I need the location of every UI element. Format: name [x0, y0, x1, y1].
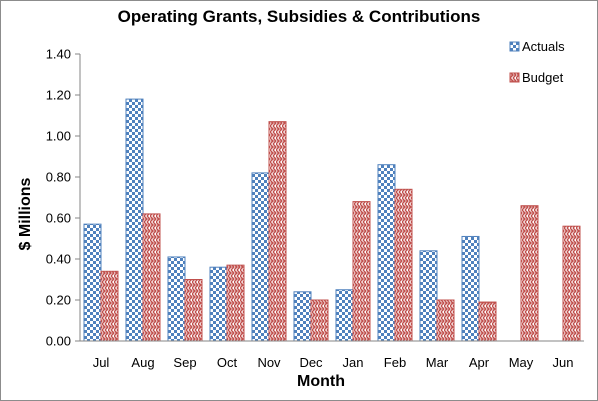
x-axis-title: Month: [297, 373, 345, 390]
y-tick-label: 1.40: [46, 47, 71, 62]
bar-budget-feb: [394, 188, 413, 342]
x-tick-label: Oct: [217, 355, 238, 370]
y-tick-label: 0.80: [46, 170, 71, 185]
bar-budget-nov: [268, 121, 287, 342]
bar-actuals-apr: [461, 235, 480, 342]
bar-budget-sep: [184, 279, 203, 342]
bars: [83, 98, 581, 342]
bar-budget-jan: [352, 201, 371, 342]
bar-budget-oct: [226, 264, 245, 342]
y-tick-label: 0.60: [46, 211, 71, 226]
bar-actuals-aug: [125, 98, 144, 342]
x-tick-label: Jul: [93, 355, 110, 370]
x-tick-label: Sep: [173, 355, 196, 370]
y-axis-ticks: 0.00 0.20 0.40 0.60 0.80 1.00 1.20 1.40: [46, 47, 80, 349]
bar-actuals-mar: [419, 250, 438, 342]
bar-budget-may: [520, 205, 539, 342]
legend: Actuals Budget: [509, 39, 565, 85]
bar-actuals-jan: [335, 289, 354, 342]
bar-budget-aug: [142, 213, 161, 342]
x-tick-label: Jan: [343, 355, 364, 370]
chart-title: Operating Grants, Subsidies & Contributi…: [118, 7, 481, 26]
bar-actuals-dec: [293, 291, 312, 342]
bar-budget-jun: [562, 225, 581, 342]
x-tick-label: Feb: [384, 355, 406, 370]
x-tick-label: May: [509, 355, 534, 370]
x-axis-ticks: Jul Aug Sep Oct Nov Dec Jan Feb Mar Apr May Jun: [93, 355, 574, 370]
bar-budget-mar: [436, 299, 455, 342]
legend-label-budget: Budget: [522, 70, 564, 85]
legend-label-actuals: Actuals: [522, 39, 565, 54]
y-tick-label: 0.00: [46, 334, 71, 349]
y-tick-label: 0.20: [46, 293, 71, 308]
x-tick-label: Aug: [131, 355, 154, 370]
y-tick-label: 1.00: [46, 129, 71, 144]
bar-budget-apr: [478, 301, 497, 342]
bar-actuals-feb: [377, 164, 396, 342]
legend-swatch-actuals: [509, 41, 520, 52]
y-tick-label: 1.20: [46, 88, 71, 103]
bar-actuals-sep: [167, 256, 186, 342]
legend-swatch-budget: [509, 72, 520, 83]
x-tick-label: Apr: [469, 355, 490, 370]
bar-actuals-oct: [209, 266, 228, 342]
bar-budget-jul: [100, 270, 119, 342]
bar-actuals-nov: [251, 172, 270, 342]
x-tick-label: Dec: [299, 355, 323, 370]
x-tick-label: Mar: [426, 355, 449, 370]
y-axis-title: $ Millions: [17, 177, 34, 250]
x-tick-label: Jun: [553, 355, 574, 370]
y-tick-label: 0.40: [46, 252, 71, 267]
bar-actuals-jul: [83, 223, 102, 342]
bar-budget-dec: [310, 299, 329, 342]
x-tick-label: Nov: [257, 355, 281, 370]
